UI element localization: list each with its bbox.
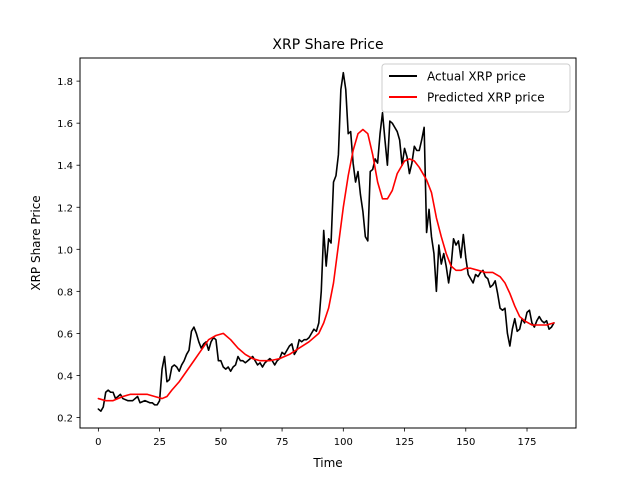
x-tick-label: 150 (456, 437, 475, 448)
x-axis-ticks: 0 25 50 75 100 125 150 175 (95, 428, 537, 448)
legend-label-predicted: Predicted XRP price (427, 91, 545, 105)
y-tick-label: 1.6 (57, 119, 73, 130)
series-group (97, 71, 555, 412)
x-axis-label: Time (312, 456, 342, 470)
y-tick-label: 1.0 (57, 245, 73, 256)
y-tick-label: 0.2 (57, 413, 73, 424)
y-tick-label: 1.2 (57, 203, 73, 214)
legend-label-actual: Actual XRP price (427, 70, 526, 84)
x-tick-label: 50 (214, 437, 227, 448)
y-tick-label: 0.4 (57, 371, 73, 382)
x-tick-label: 175 (517, 437, 536, 448)
x-tick-label: 125 (395, 437, 414, 448)
y-axis-label: XRP Share Price (29, 195, 43, 290)
x-tick-label: 75 (276, 437, 289, 448)
y-tick-label: 0.8 (57, 287, 73, 298)
y-tick-label: 1.8 (57, 77, 73, 88)
legend: Actual XRP price Predicted XRP price (381, 63, 571, 113)
plot-frame (79, 57, 577, 429)
y-tick-label: 1.4 (57, 161, 73, 172)
y-axis-ticks: 0.2 0.4 0.6 0.8 1.0 1.2 1.4 1.6 1.8 (57, 77, 80, 424)
x-tick-label: 25 (153, 437, 166, 448)
chart-title: XRP Share Price (272, 37, 383, 53)
predicted-price-line (97, 128, 555, 402)
legend-box (381, 63, 571, 113)
x-tick-label: 100 (334, 437, 353, 448)
actual-price-line (97, 71, 555, 412)
x-tick-label: 0 (95, 437, 101, 448)
y-tick-label: 0.6 (57, 329, 73, 340)
